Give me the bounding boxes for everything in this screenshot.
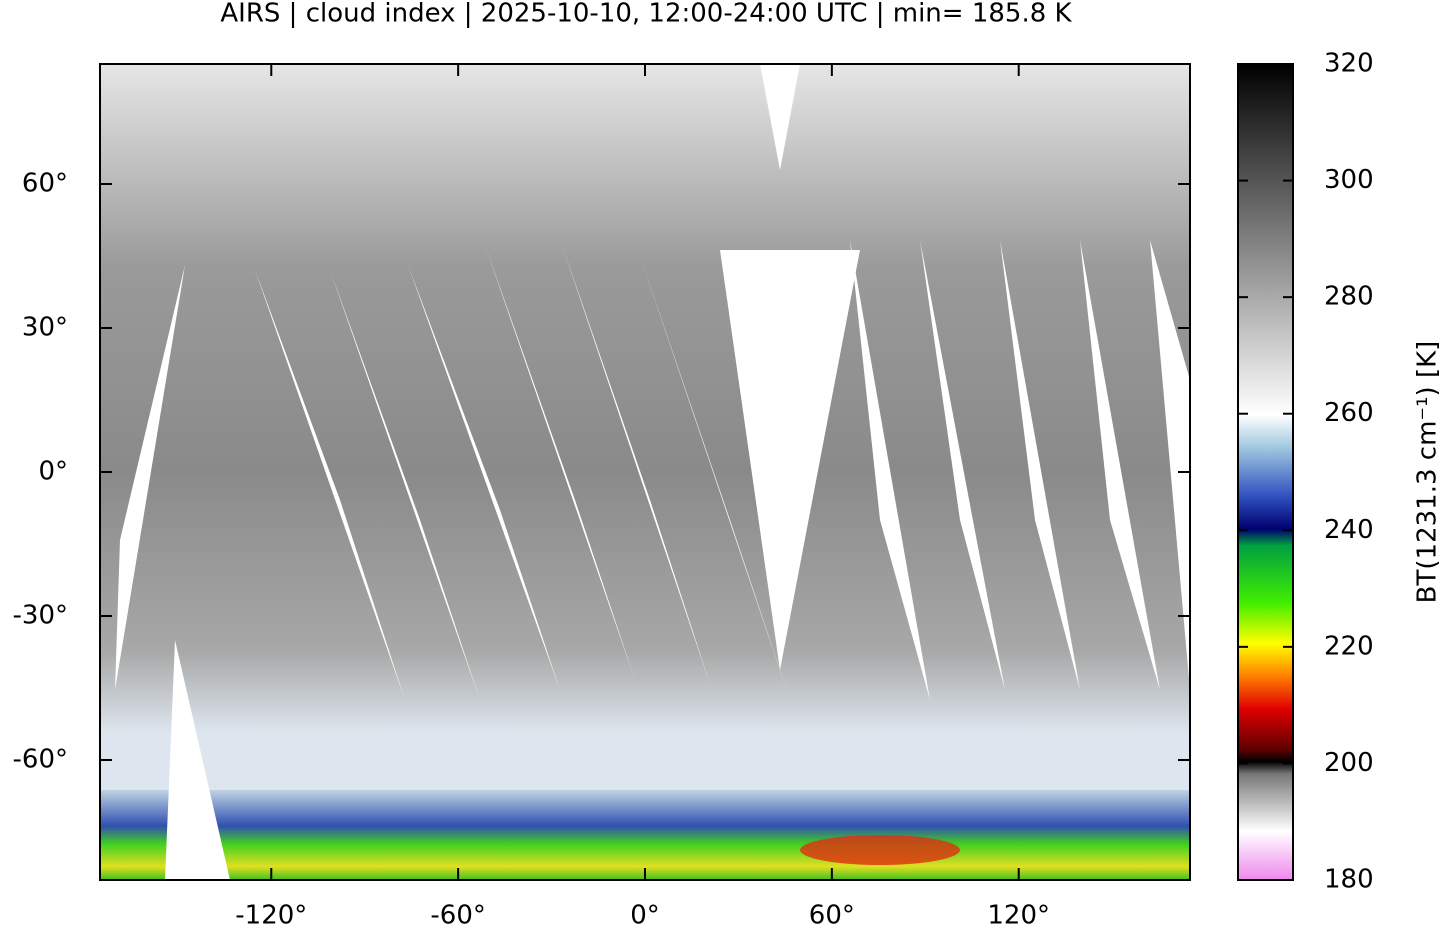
x-tick-label: 0°	[630, 901, 660, 930]
colorbar-tick-label: 180	[1324, 865, 1374, 895]
y-tick-label: -60°	[13, 745, 68, 775]
y-tick-label: 30°	[22, 313, 68, 343]
y-tick-label: 0°	[38, 457, 68, 487]
colorbar	[1237, 63, 1294, 881]
y-tick-label: 60°	[22, 169, 68, 199]
title: AIRS | cloud index | 2025-10-10, 12:00-2…	[220, 0, 1072, 29]
colorbar-tick-label: 200	[1324, 748, 1374, 778]
x-tick-label: -60°	[430, 901, 485, 930]
x-tick-label: 60°	[809, 901, 855, 930]
colorbar-tick-label: 260	[1324, 398, 1374, 428]
colorbar-tick-label: 220	[1324, 631, 1374, 661]
x-tick-label: -120°	[235, 901, 307, 930]
map-image	[100, 64, 1190, 880]
y-tick-label: -30°	[13, 601, 68, 631]
colorbar-tick-label: 280	[1324, 282, 1374, 312]
colorbar-tick-label: 320	[1324, 49, 1374, 79]
colorbar-label: BT(1231.3 cm⁻¹) [K]	[1413, 341, 1442, 604]
colorbar-tick-label: 240	[1324, 515, 1374, 545]
x-tick-label: 120°	[987, 901, 1050, 930]
colorbar-tick-label: 300	[1324, 165, 1374, 195]
